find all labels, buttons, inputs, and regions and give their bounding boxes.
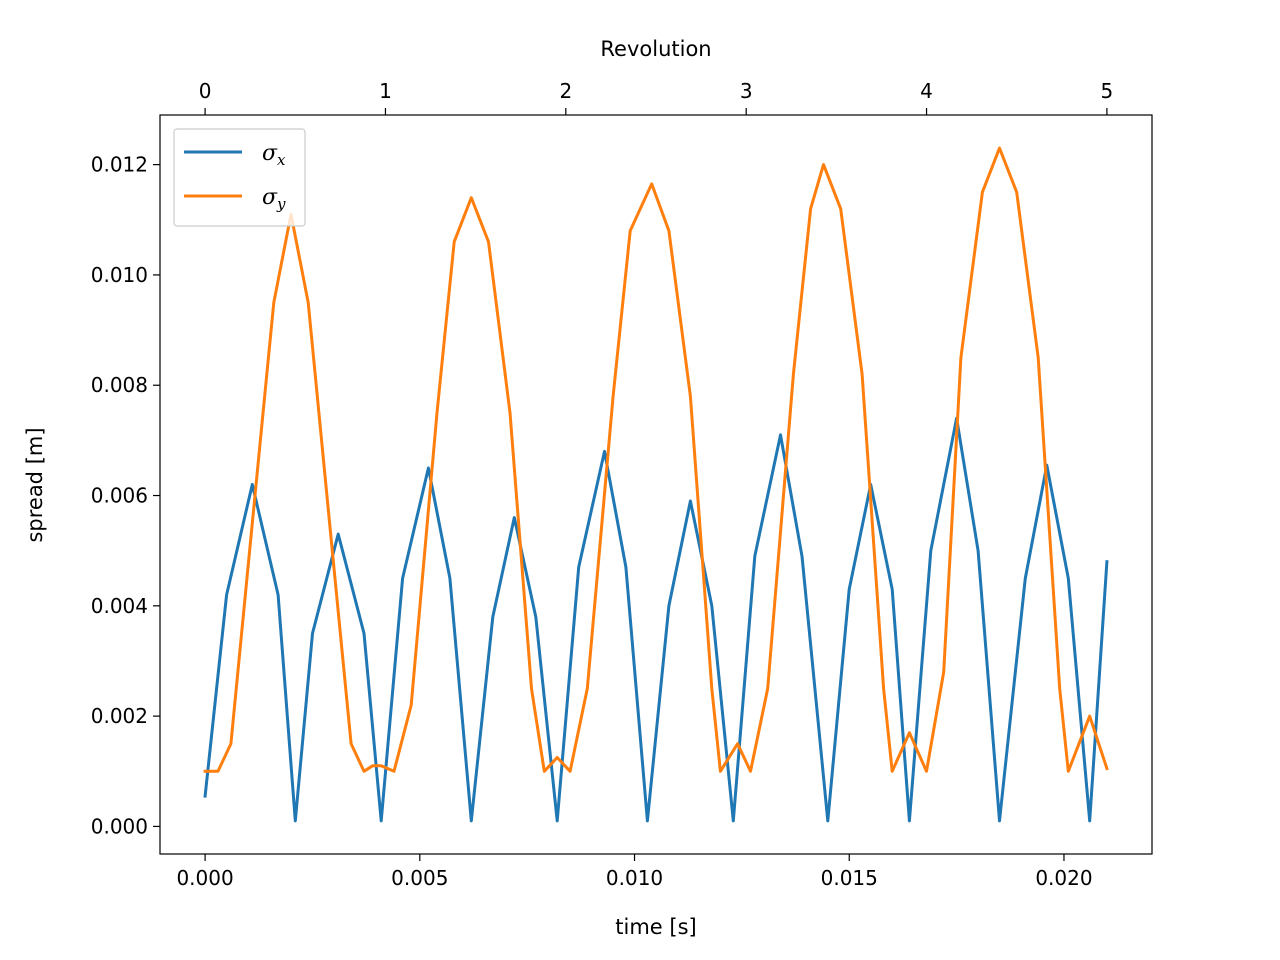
- legend-sub-sigma-x: x: [277, 151, 286, 169]
- top-tick-label: 4: [920, 79, 933, 103]
- y-tick-label: 0.004: [91, 594, 148, 618]
- y-axis-label: spread [m]: [23, 427, 47, 542]
- y-axis-left: 0.000 0.002 0.004 0.006 0.008 0.010 0.012: [91, 153, 160, 838]
- top-tick-label: 3: [740, 79, 753, 103]
- x-axis-top: 0 1 2 3 4 5: [199, 79, 1114, 115]
- top-tick-label: 5: [1101, 79, 1114, 103]
- x-tick-label: 0.005: [391, 866, 448, 890]
- y-tick-label: 0.002: [91, 704, 148, 728]
- x-tick-label: 0.010: [606, 866, 663, 890]
- y-tick-label: 0.012: [91, 153, 148, 177]
- series-layer: [203, 146, 1109, 823]
- top-tick-label: 0: [199, 79, 212, 103]
- plot-frame: [159, 114, 1153, 855]
- y-tick-label: 0.008: [91, 373, 148, 397]
- legend-label-sigma-y: σy: [262, 185, 286, 213]
- legend-sub-sigma-y: y: [276, 195, 286, 213]
- series-line-sigma-y: [203, 146, 1109, 773]
- y-tick-label: 0.006: [91, 484, 148, 508]
- legend-label-sigma-x: σx: [262, 141, 286, 169]
- x-tick-label: 0.020: [1035, 866, 1092, 890]
- legend-main-sigma-x: σ: [262, 141, 278, 166]
- x-axis-label: time [s]: [615, 915, 696, 939]
- top-tick-label: 2: [559, 79, 572, 103]
- x-tick-label: 0.015: [821, 866, 878, 890]
- legend-main-sigma-y: σ: [262, 185, 278, 210]
- top-axis-label: Revolution: [600, 37, 711, 61]
- series-line-sigma-x: [203, 416, 1109, 823]
- x-axis-bottom: 0.000 0.005 0.010 0.015 0.020: [176, 854, 1093, 890]
- top-tick-label: 1: [379, 79, 392, 103]
- legend: σx σy: [173, 128, 306, 227]
- y-tick-label: 0.000: [91, 814, 148, 838]
- x-tick-label: 0.000: [176, 866, 233, 890]
- y-tick-label: 0.010: [91, 263, 148, 287]
